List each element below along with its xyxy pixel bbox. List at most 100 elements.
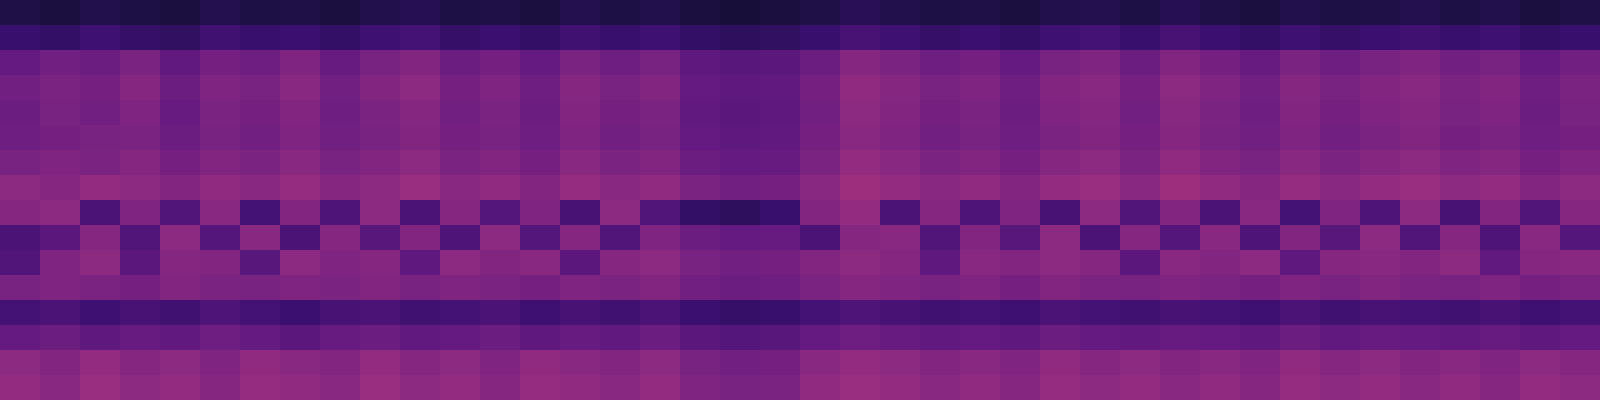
cell (680, 0, 721, 26)
cell (920, 100, 961, 126)
cell (1120, 250, 1161, 276)
cell (280, 325, 321, 351)
cell (160, 75, 201, 101)
cell (1560, 50, 1600, 76)
cell (920, 350, 961, 376)
cell (1480, 175, 1521, 201)
cell (240, 125, 281, 151)
cell (1280, 200, 1321, 226)
cell (1120, 0, 1161, 26)
cell (920, 300, 961, 326)
cell (1320, 25, 1361, 51)
cell (880, 25, 921, 51)
cell (1360, 75, 1401, 101)
cell (400, 325, 441, 351)
cell (520, 325, 561, 351)
cell (80, 350, 121, 376)
cell (80, 150, 121, 176)
cell (920, 275, 961, 301)
cell (0, 300, 41, 326)
cell (200, 300, 241, 326)
cell (400, 300, 441, 326)
cell (0, 50, 41, 76)
cell (1480, 325, 1521, 351)
cell (40, 325, 81, 351)
cell (520, 375, 561, 400)
cell (1240, 50, 1281, 76)
cell (360, 375, 401, 400)
cell (1480, 25, 1521, 51)
cell (1160, 375, 1201, 400)
cell (1120, 300, 1161, 326)
cell (1320, 125, 1361, 151)
cell (920, 250, 961, 276)
cell (280, 375, 321, 400)
cell (1120, 50, 1161, 76)
cell (960, 125, 1001, 151)
cell (320, 325, 361, 351)
cell (680, 25, 721, 51)
cell (600, 50, 641, 76)
cell (1520, 325, 1561, 351)
cell (1240, 175, 1281, 201)
cell (200, 250, 241, 276)
cell (1200, 225, 1241, 251)
cell (1360, 125, 1401, 151)
cell (1440, 250, 1481, 276)
cells (0, 0, 1600, 400)
cell (640, 75, 681, 101)
cell (760, 300, 801, 326)
cell (560, 275, 601, 301)
cell (0, 100, 41, 126)
cell (680, 75, 721, 101)
cell (600, 150, 641, 176)
cell (960, 375, 1001, 400)
cell (40, 75, 81, 101)
cell (1360, 175, 1401, 201)
cell (1160, 250, 1201, 276)
cell (1440, 150, 1481, 176)
cell (1400, 0, 1441, 26)
cell (800, 250, 841, 276)
cell (1120, 225, 1161, 251)
cell (240, 100, 281, 126)
cell (400, 50, 441, 76)
cell (1160, 75, 1201, 101)
cell (1480, 50, 1521, 76)
cell (320, 350, 361, 376)
cell (760, 225, 801, 251)
cell (1160, 300, 1201, 326)
cell (560, 350, 601, 376)
cell (1160, 125, 1201, 151)
cell (40, 350, 81, 376)
cell (600, 75, 641, 101)
cell (0, 150, 41, 176)
cell (480, 125, 521, 151)
cell (1360, 325, 1401, 351)
cell (600, 375, 641, 400)
cell (720, 75, 761, 101)
cell (1440, 200, 1481, 226)
cell (1360, 350, 1401, 376)
cell (360, 250, 401, 276)
cell (1040, 125, 1081, 151)
cell (520, 200, 561, 226)
cell (1320, 150, 1361, 176)
cell (680, 325, 721, 351)
cell (0, 200, 41, 226)
cell (440, 25, 481, 51)
cell (400, 75, 441, 101)
cell (440, 225, 481, 251)
cell (800, 225, 841, 251)
cell (40, 250, 81, 276)
cell (680, 300, 721, 326)
cell (80, 100, 121, 126)
cell (1520, 100, 1561, 126)
cell (760, 375, 801, 400)
cell (1320, 325, 1361, 351)
cell (520, 150, 561, 176)
cell (1120, 150, 1161, 176)
cell (1120, 350, 1161, 376)
cell (1000, 200, 1041, 226)
cell (80, 200, 121, 226)
